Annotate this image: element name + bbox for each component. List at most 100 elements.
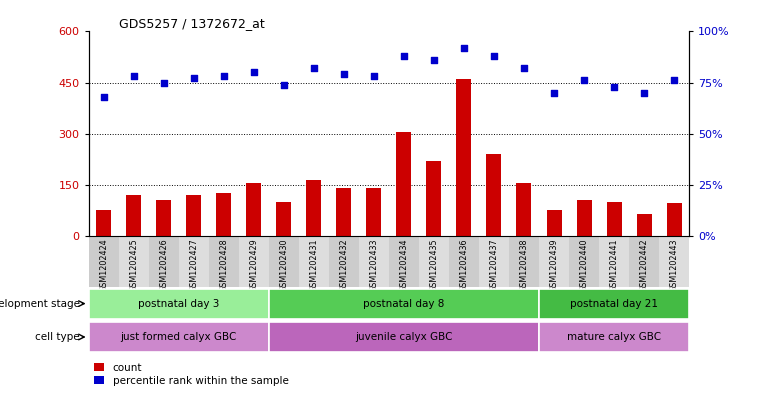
Bar [89, 288, 269, 319]
Bar [457, 79, 471, 236]
Text: postnatal day 3: postnatal day 3 [138, 299, 219, 309]
Legend: count, percentile rank within the sample: count, percentile rank within the sample [94, 363, 289, 386]
Bar [209, 236, 239, 287]
Text: GSM1202439: GSM1202439 [550, 238, 558, 292]
Point [97, 94, 110, 100]
Text: GSM1202428: GSM1202428 [219, 238, 228, 292]
Bar [186, 195, 201, 236]
Text: GDS5257 / 1372672_at: GDS5257 / 1372672_at [119, 17, 264, 30]
Point [457, 45, 470, 51]
Point [638, 90, 650, 96]
Bar [367, 188, 381, 236]
Text: GSM1202441: GSM1202441 [610, 238, 618, 292]
Text: GSM1202433: GSM1202433 [370, 238, 378, 292]
Bar [509, 31, 539, 236]
Bar [637, 214, 651, 236]
Bar [547, 210, 561, 236]
Text: GSM1202425: GSM1202425 [129, 238, 138, 292]
Bar [179, 236, 209, 287]
Point [307, 65, 320, 72]
Bar [149, 236, 179, 287]
Text: GSM1202432: GSM1202432 [340, 238, 348, 292]
Text: cell type: cell type [35, 332, 79, 342]
Bar [569, 236, 599, 287]
Bar [179, 31, 209, 236]
Bar [517, 183, 531, 236]
Bar [126, 195, 141, 236]
Bar [269, 31, 299, 236]
Bar [269, 322, 539, 352]
Bar [359, 31, 389, 236]
Bar [449, 31, 479, 236]
Bar [539, 288, 689, 319]
Text: GSM1202429: GSM1202429 [249, 238, 258, 292]
Bar [119, 31, 149, 236]
Point [517, 65, 530, 72]
Point [217, 73, 229, 79]
Bar [239, 236, 269, 287]
Bar [479, 236, 509, 287]
Text: GSM1202435: GSM1202435 [430, 238, 438, 292]
Text: GSM1202436: GSM1202436 [460, 238, 468, 292]
Bar [659, 236, 689, 287]
Text: postnatal day 8: postnatal day 8 [363, 299, 444, 309]
Bar [449, 236, 479, 287]
Bar [119, 236, 149, 287]
Text: GSM1202434: GSM1202434 [400, 238, 408, 292]
Bar [89, 236, 119, 287]
Text: mature calyx GBC: mature calyx GBC [567, 332, 661, 342]
Text: GSM1202438: GSM1202438 [520, 238, 528, 292]
Bar [569, 31, 599, 236]
Bar [629, 236, 659, 287]
Bar [509, 236, 539, 287]
Point [127, 73, 140, 79]
Bar [209, 31, 239, 236]
Bar [389, 236, 419, 287]
Text: GSM1202442: GSM1202442 [640, 238, 648, 292]
Bar [607, 202, 621, 236]
Point [397, 53, 410, 59]
Bar [659, 31, 689, 236]
Bar [299, 31, 329, 236]
Bar [299, 236, 329, 287]
Point [488, 53, 500, 59]
Bar [397, 132, 411, 236]
Bar [479, 31, 509, 236]
Point [428, 57, 440, 63]
Bar [359, 236, 389, 287]
Bar [149, 31, 179, 236]
Point [668, 77, 681, 84]
Text: GSM1202424: GSM1202424 [99, 238, 108, 292]
Point [578, 77, 591, 84]
Text: postnatal day 21: postnatal day 21 [570, 299, 658, 309]
Bar [419, 31, 449, 236]
Bar [246, 183, 261, 236]
Bar [487, 154, 501, 236]
Bar [239, 31, 269, 236]
Point [548, 90, 561, 96]
Bar [96, 210, 111, 236]
Text: GSM1202426: GSM1202426 [159, 238, 168, 292]
Bar [539, 31, 569, 236]
Text: development stage: development stage [0, 299, 79, 309]
Text: GSM1202431: GSM1202431 [310, 238, 318, 292]
Text: GSM1202443: GSM1202443 [670, 238, 678, 292]
Bar [276, 202, 291, 236]
Text: just formed calyx GBC: just formed calyx GBC [120, 332, 237, 342]
Bar [336, 188, 351, 236]
Point [337, 71, 350, 77]
Text: juvenile calyx GBC: juvenile calyx GBC [355, 332, 453, 342]
Text: GSM1202437: GSM1202437 [490, 238, 498, 292]
Bar [306, 180, 321, 236]
Bar [539, 322, 689, 352]
Bar [599, 31, 629, 236]
Point [277, 81, 290, 88]
Bar [269, 236, 299, 287]
Bar [89, 31, 119, 236]
Bar [427, 161, 441, 236]
Bar [329, 31, 359, 236]
Bar [419, 236, 449, 287]
Bar [216, 193, 231, 236]
Bar [599, 236, 629, 287]
Point [608, 83, 621, 90]
